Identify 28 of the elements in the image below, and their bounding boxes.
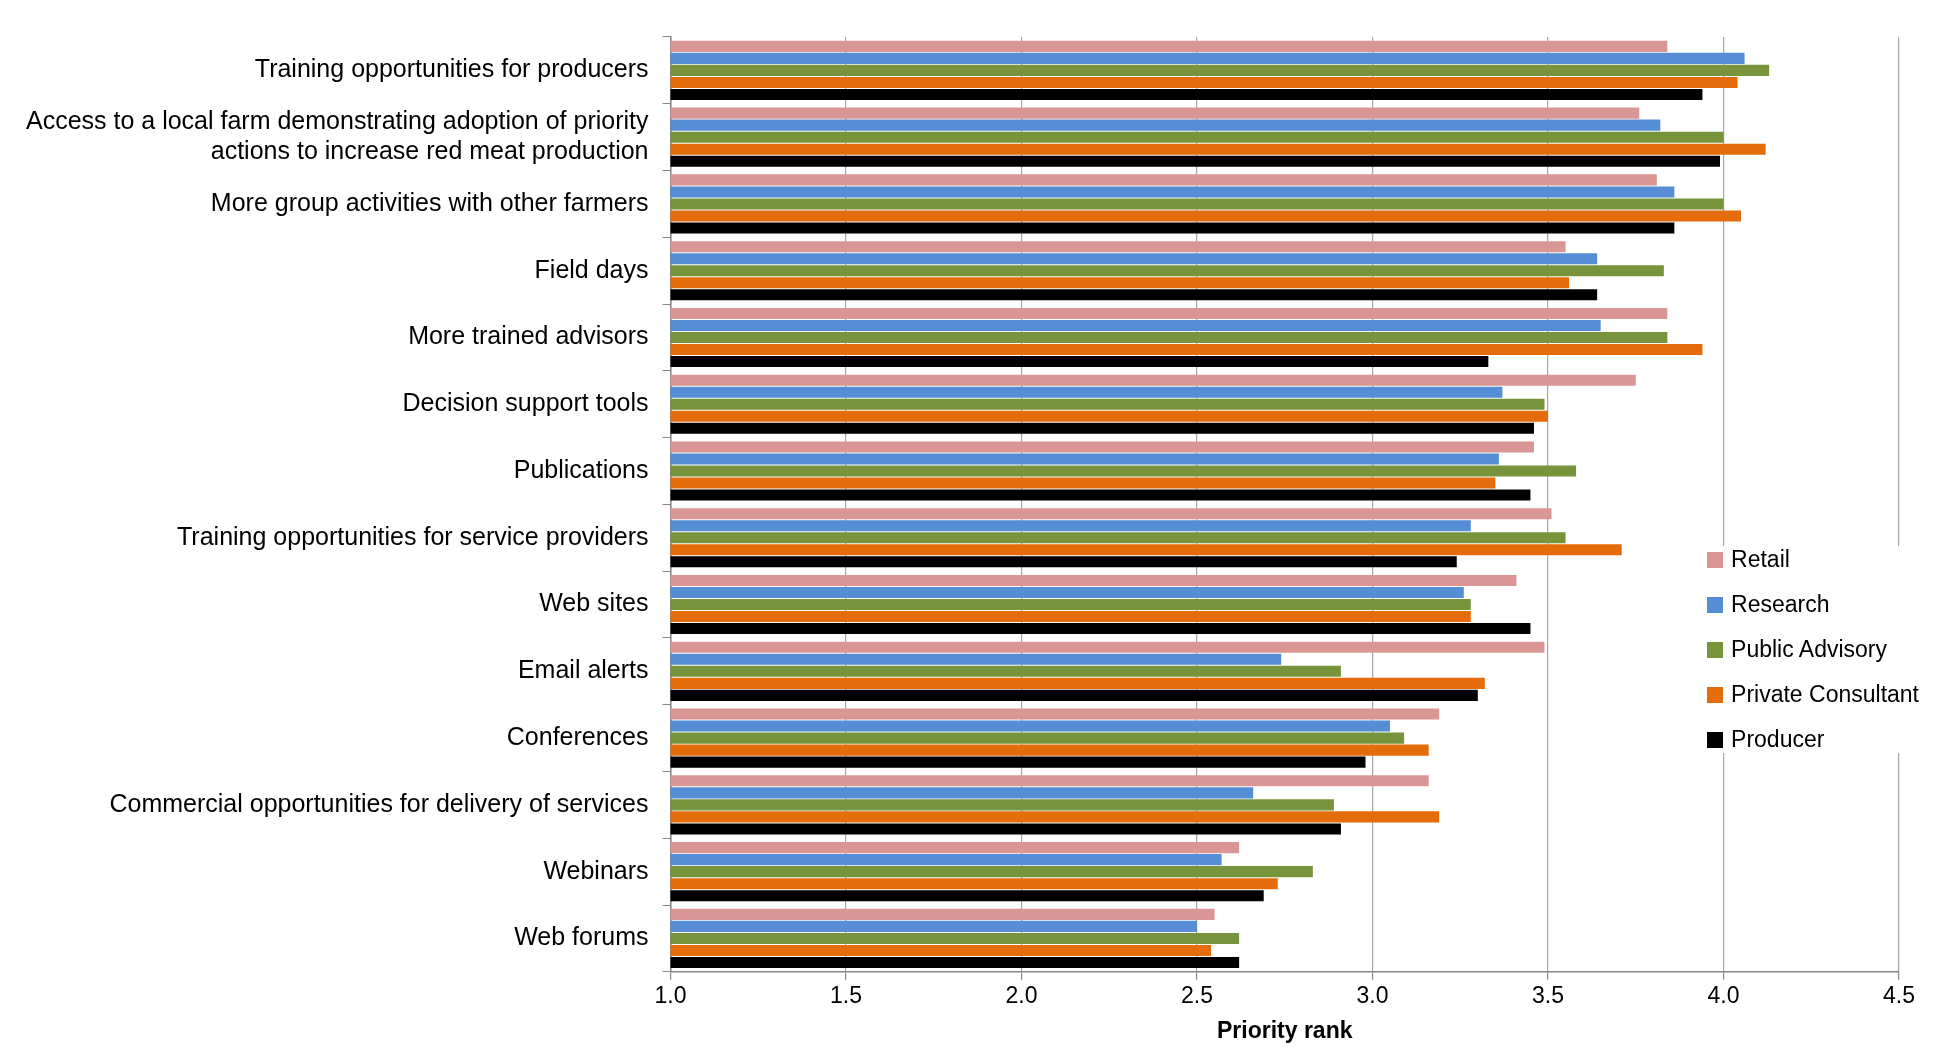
y-tick-label: Web sites [539, 588, 649, 617]
x-tick-label: 4.5 [1883, 981, 1915, 1008]
x-tick-label: 2.5 [1181, 981, 1213, 1008]
y-tick-label: Commercial opportunities for delivery of services [109, 788, 649, 817]
x-tick-label: 3.0 [1356, 981, 1389, 1008]
x-tick-label: 1.5 [830, 981, 863, 1008]
y-tick-label: Webinars [543, 855, 649, 884]
legend-label: Public Advisory [1731, 636, 1888, 663]
legend-label: Research [1731, 591, 1830, 618]
y-tick-label: More group activities with other farmers [210, 187, 649, 216]
y-tick-label: Field days [534, 254, 649, 283]
x-tick-label: 1.0 [654, 981, 687, 1008]
y-tick-label: Decision support tools [402, 388, 649, 417]
y-tick-label: Email alerts [517, 655, 649, 684]
y-tick-label: Access to a local farm demonstrating adoption of priority actions to increase red meat production [25, 106, 650, 165]
x-axis-title: Priority rank [1217, 1016, 1353, 1043]
y-tick-label: Conferences [506, 721, 649, 750]
y-tick-label: Publications [513, 454, 649, 483]
legend-label: Retail [1731, 546, 1790, 573]
legend-label: Private Consultant [1731, 681, 1919, 708]
legend-label: Producer [1731, 726, 1825, 753]
x-tick-label: 2.0 [1005, 981, 1038, 1008]
y-tick-label: Training opportunities for service providers [177, 521, 649, 550]
y-tick-label: Training opportunities for producers [254, 54, 649, 83]
y-tick-label: Web forums [514, 922, 649, 951]
x-tick-label: 4.0 [1707, 981, 1740, 1008]
y-tick-label: More trained advisors [408, 321, 649, 350]
x-tick-label: 3.5 [1532, 981, 1564, 1008]
